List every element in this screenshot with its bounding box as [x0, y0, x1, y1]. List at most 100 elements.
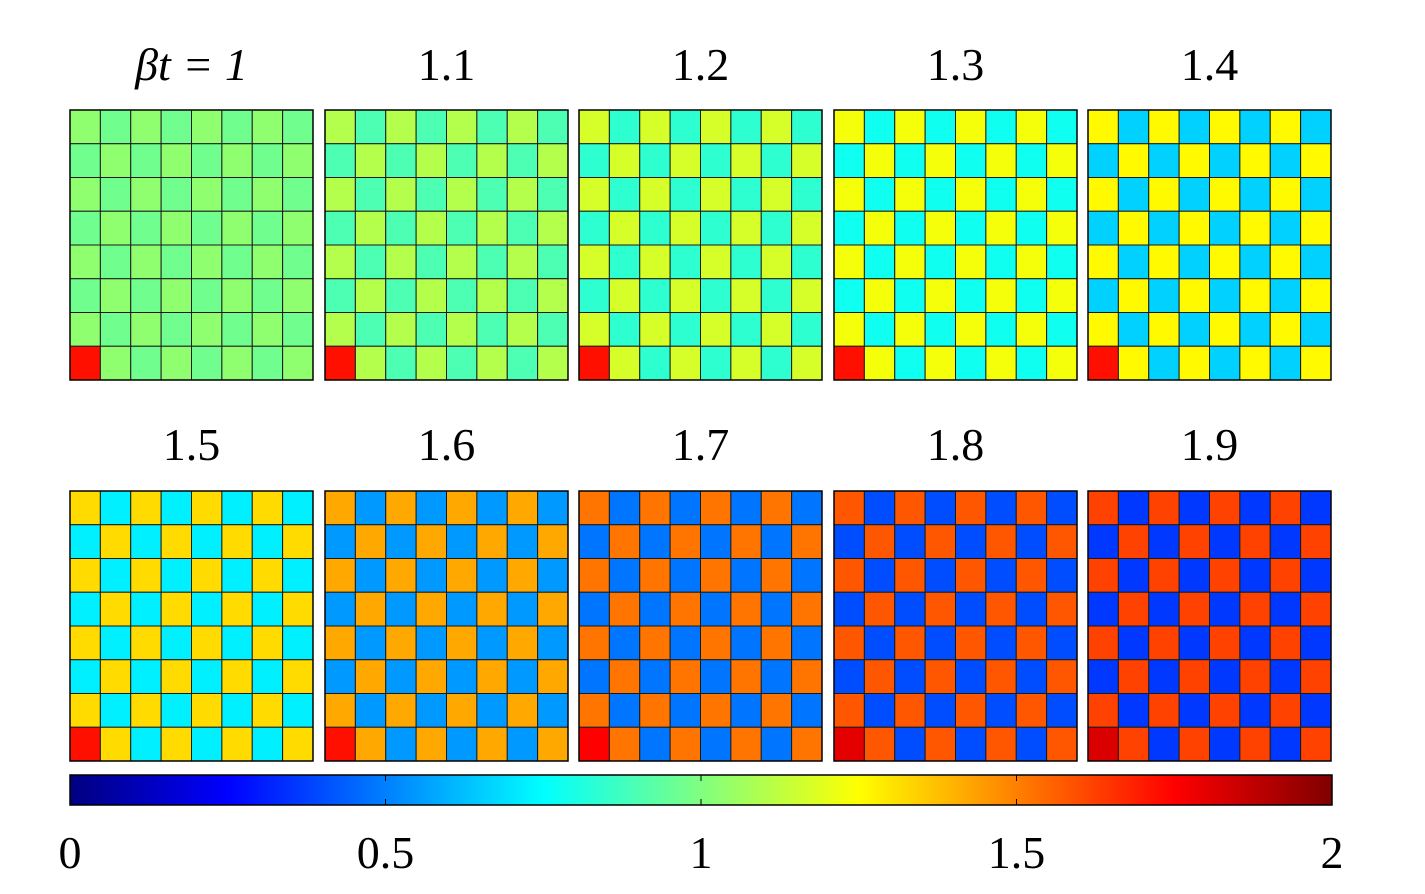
heatmap-cell — [955, 345, 987, 381]
heatmap-cell — [1178, 143, 1210, 178]
heatmap-cell — [1117, 591, 1150, 627]
panel-frame — [324, 490, 569, 762]
heatmap-cell — [1148, 659, 1180, 694]
colorbar-tick-label: 1.5 — [988, 827, 1046, 878]
heatmap-cell — [730, 109, 762, 145]
heatmap-cell — [476, 312, 508, 347]
heatmap-cell — [282, 558, 314, 593]
heatmap-cell — [863, 490, 896, 526]
heatmap-cell — [537, 312, 569, 347]
heatmap-cell — [730, 726, 762, 762]
heatmap-panel: βt = 1 — [69, 39, 314, 381]
heatmap-cell — [833, 143, 865, 178]
heatmap-cell — [700, 177, 732, 212]
heatmap-cell — [1239, 558, 1271, 593]
heatmap-cell — [191, 490, 223, 526]
heatmap-cell — [1015, 345, 1048, 381]
heatmap-cell — [985, 312, 1017, 347]
heatmap-cell — [1239, 490, 1271, 526]
heatmap-cell — [537, 244, 569, 280]
heatmap-cell — [446, 591, 478, 627]
heatmap-cell — [955, 210, 987, 246]
heatmap-cell — [1300, 109, 1332, 145]
heatmap-cell — [130, 490, 162, 526]
heatmap-cell — [385, 693, 417, 728]
heatmap-cell — [160, 625, 192, 661]
heatmap-cell — [251, 524, 284, 559]
heatmap-cell — [1117, 345, 1150, 381]
heatmap-cell — [639, 726, 671, 762]
heatmap-cell — [385, 177, 417, 212]
heatmap-cell — [924, 244, 956, 280]
heatmap-cell — [1117, 625, 1150, 661]
heatmap-cell — [791, 109, 823, 145]
heatmap-cell — [833, 524, 865, 559]
heatmap-cell — [760, 278, 793, 313]
heatmap-cell — [1087, 244, 1119, 280]
heatmap-cell — [863, 726, 896, 762]
heatmap-cell — [700, 109, 732, 145]
heatmap-cell — [160, 659, 192, 694]
heatmap-cell — [324, 143, 356, 178]
heatmap-cell — [894, 244, 926, 280]
heatmap-cell — [791, 143, 823, 178]
heatmap-cell — [1087, 659, 1119, 694]
heatmap-cell — [506, 524, 539, 559]
heatmap-cell — [324, 278, 356, 313]
heatmap-cell — [446, 345, 478, 381]
heatmap-cell — [476, 726, 508, 762]
heatmap-cell — [578, 625, 610, 661]
heatmap-cell — [791, 659, 823, 694]
heatmap-cell — [863, 109, 896, 145]
colorbar: 0 0.5 1 1.5 2 — [59, 774, 1344, 878]
heatmap-cell — [608, 143, 641, 178]
heatmap-cell — [608, 210, 641, 246]
heatmap-cell — [955, 625, 987, 661]
heatmap-cell — [760, 625, 793, 661]
heatmap-cell — [700, 591, 732, 627]
heatmap-cell — [1209, 345, 1241, 381]
heatmap-cell — [791, 210, 823, 246]
heatmap-cell — [415, 143, 447, 178]
heatmap-cell — [130, 659, 162, 694]
heatmap-cell — [221, 109, 253, 145]
heatmap-cell — [1178, 345, 1210, 381]
heatmap-panel: 1.3 — [833, 39, 1078, 381]
heatmap-cell — [354, 143, 387, 178]
heatmap-cell — [1239, 693, 1271, 728]
panel-frame — [1087, 109, 1332, 381]
heatmap-cell — [282, 244, 314, 280]
heatmap-cell — [894, 210, 926, 246]
heatmap-cell — [1046, 659, 1078, 694]
heatmap-cell — [1087, 490, 1119, 526]
heatmap-cell — [1178, 109, 1210, 145]
heatmap-cell — [282, 659, 314, 694]
heatmap-cell — [537, 490, 569, 526]
heatmap-cell — [1178, 177, 1210, 212]
heatmap-cell — [924, 177, 956, 212]
heatmap-cell — [924, 278, 956, 313]
heatmap-cell — [1209, 312, 1241, 347]
heatmap-cell — [578, 693, 610, 728]
heatmap-cell — [1087, 312, 1119, 347]
heatmap-cell — [251, 726, 284, 762]
heatmap-cell — [251, 693, 284, 728]
heatmap-cell — [1117, 312, 1150, 347]
heatmap-cell — [1209, 726, 1241, 762]
heatmap-cell — [191, 625, 223, 661]
panel-title: 1.6 — [418, 419, 476, 470]
heatmap-cell — [476, 659, 508, 694]
heatmap-cell — [833, 177, 865, 212]
heatmap-cell — [608, 244, 641, 280]
heatmap-cell — [894, 524, 926, 559]
heatmap-cell — [415, 524, 447, 559]
heatmap-cell — [669, 693, 701, 728]
heatmap-cell — [1239, 345, 1271, 381]
heatmap-cell — [1046, 345, 1078, 381]
heatmap-cell — [760, 659, 793, 694]
heatmap-cell — [354, 558, 387, 593]
heatmap-cell — [160, 312, 192, 347]
heatmap-cell — [669, 625, 701, 661]
heatmap-cell — [1046, 726, 1078, 762]
